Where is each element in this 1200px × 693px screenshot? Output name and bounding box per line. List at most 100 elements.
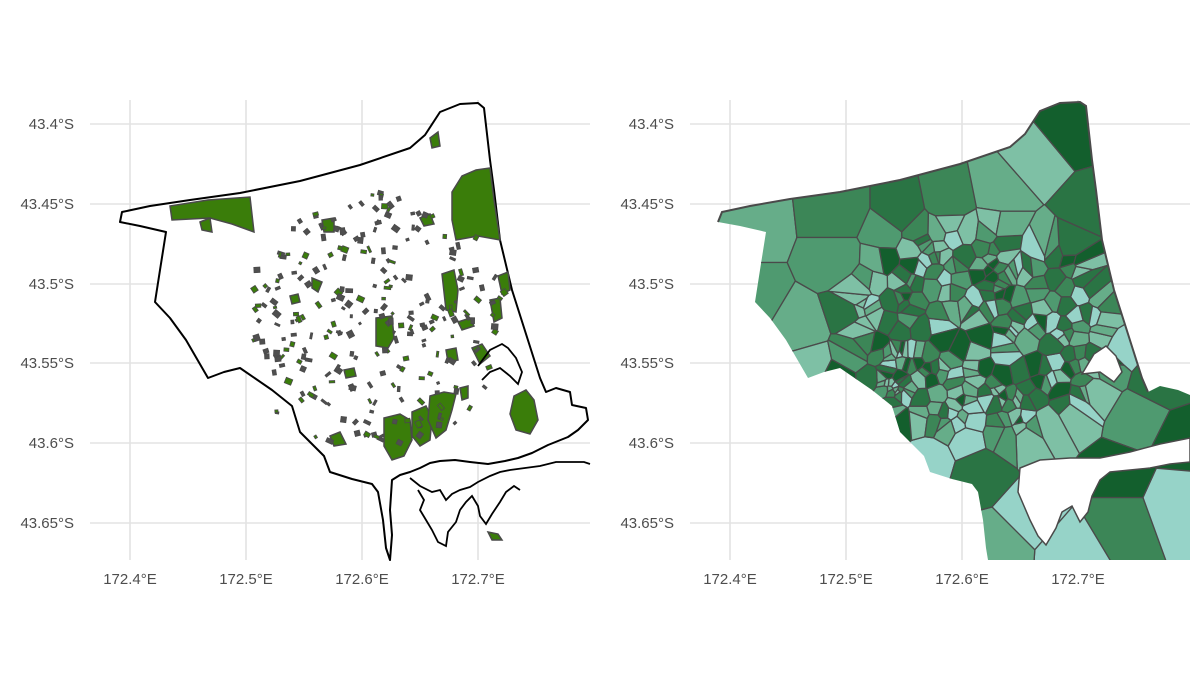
green-space-mark — [322, 263, 328, 271]
green-space-mark — [340, 245, 350, 254]
green-space-mark — [283, 376, 294, 386]
green-space-mark — [274, 322, 281, 328]
voronoi-cell — [1013, 249, 1024, 279]
voronoi-cell — [761, 358, 857, 499]
green-space-mark — [397, 322, 405, 329]
voronoi-cell — [1055, 315, 1073, 332]
green-space-mark — [447, 308, 455, 318]
green-space-mark — [428, 319, 435, 325]
voronoi-cell — [1142, 467, 1190, 560]
green-space-mark — [311, 265, 321, 275]
green-space-mark — [416, 397, 426, 406]
green-space-mark — [414, 419, 423, 429]
green-space-mark — [478, 284, 486, 292]
lat-tick-label: 43.45°S — [20, 196, 74, 213]
green-space-mark — [473, 346, 481, 354]
green-space-mark — [449, 248, 457, 256]
green-space-mark — [369, 409, 375, 414]
green-space-mark — [290, 319, 295, 325]
voronoi-cell — [989, 313, 1013, 329]
green-space-mark — [383, 211, 393, 220]
voronoi-map: 43.4°S 43.45°S 43.5°S 43.55°S 43.6°S 43.… — [620, 100, 1190, 588]
green-space-mark — [392, 274, 399, 281]
green-space-mark — [297, 396, 305, 404]
green-space-mark — [265, 286, 272, 294]
green-space-mark — [405, 237, 410, 242]
voronoi-cell — [854, 296, 869, 309]
green-space-mark — [429, 213, 436, 220]
lon-tick-label: 172.5°E — [819, 571, 873, 588]
voronoi-cell — [882, 341, 893, 360]
green-space-mark — [435, 421, 443, 429]
green-space-mark — [298, 260, 303, 266]
green-space-mark — [485, 363, 493, 371]
voronoi-cell — [1126, 297, 1190, 411]
green-space-mark — [320, 398, 328, 406]
voronoi-cell — [890, 380, 900, 389]
green-space-mark — [450, 334, 455, 339]
lat-tick-label: 43.65°S — [620, 515, 674, 532]
estuary-shoreline — [409, 461, 591, 502]
green-space-mark — [299, 313, 306, 321]
green-space-mark — [372, 399, 378, 407]
map-panel-left: 43.4°S 43.45°S 43.5°S 43.55°S 43.6°S 43.… — [20, 100, 591, 588]
lat-tick-label: 43.55°S — [20, 355, 74, 372]
voronoi-cell — [1029, 256, 1050, 279]
green-space-patch — [459, 385, 469, 401]
green-space-mark — [450, 315, 459, 325]
green-space-mark — [405, 273, 413, 281]
green-space-mark — [271, 308, 282, 319]
green-space-mark — [347, 203, 354, 210]
green-space-mark — [278, 362, 286, 368]
green-space-mark — [472, 234, 480, 242]
green-space-mark — [421, 211, 429, 219]
green-space-mark — [472, 339, 480, 344]
green-space-mark — [332, 225, 341, 233]
green-space-patch — [509, 389, 539, 435]
green-space-mark — [386, 200, 395, 210]
voronoi-cell — [993, 287, 1007, 301]
green-space-mark — [275, 278, 281, 284]
voronoi-cell — [905, 357, 918, 376]
voronoi-cell — [1071, 264, 1108, 289]
green-space-mark — [274, 409, 279, 414]
green-space-patch — [343, 367, 357, 379]
voronoi-cell — [957, 294, 974, 326]
lat-tick-label: 43.5°S — [629, 276, 674, 293]
green-space-mark — [442, 233, 448, 240]
green-space-mark — [442, 315, 447, 322]
green-space-mark — [423, 292, 432, 302]
green-space-mark — [435, 350, 440, 358]
green-space-mark — [363, 430, 372, 439]
green-space-mark — [390, 311, 395, 316]
lon-tick-label: 172.7°E — [451, 571, 505, 588]
green-space-mark — [291, 270, 298, 275]
lon-tick-label: 172.6°E — [335, 571, 389, 588]
green-space-mark — [251, 305, 259, 314]
green-space-patch — [497, 270, 511, 296]
green-space-mark — [434, 390, 440, 395]
green-space-mark — [419, 322, 426, 327]
estuary-shoreline — [477, 342, 523, 386]
green-space-patch — [429, 130, 441, 149]
voronoi-cells — [718, 102, 1190, 560]
green-space-mark — [378, 312, 386, 320]
y-axis-labels: 43.4°S 43.45°S 43.5°S 43.55°S 43.6°S 43.… — [620, 116, 674, 532]
green-space-mark — [393, 335, 399, 344]
green-space-mark — [491, 273, 498, 281]
voronoi-cell — [874, 364, 899, 375]
green-space-mark — [418, 301, 425, 307]
voronoi-cell — [1030, 298, 1054, 317]
harbour-water — [1017, 437, 1190, 547]
green-space-mark — [285, 252, 291, 257]
green-space-mark — [370, 193, 375, 197]
voronoi-cell — [1095, 311, 1141, 330]
green-space-mark — [373, 308, 378, 314]
estuary-water — [1080, 345, 1123, 384]
green-space-mark — [458, 268, 465, 277]
voronoi-cell — [961, 379, 979, 399]
green-space-mark — [357, 321, 362, 326]
green-space-mark — [314, 300, 323, 310]
green-space-mark — [312, 385, 318, 392]
green-space-mark — [437, 412, 443, 420]
